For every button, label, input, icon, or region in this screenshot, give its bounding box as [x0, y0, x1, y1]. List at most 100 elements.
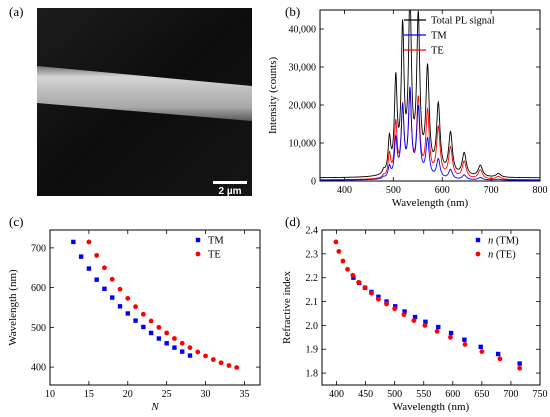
data-point-circle: [156, 324, 162, 330]
data-point-circle: [369, 290, 374, 296]
y-tick-label: 400: [31, 363, 46, 374]
x-tick-label: 35: [239, 389, 249, 400]
data-point-circle: [462, 342, 468, 347]
y-tick-label: 0: [311, 177, 316, 188]
data-point-circle: [345, 266, 350, 272]
x-tick-label: 450: [358, 389, 373, 400]
x-axis-label: Wavelength (nm): [392, 197, 469, 209]
data-point-circle: [392, 306, 398, 312]
data-point-circle: [86, 239, 92, 245]
x-tick-label: 600: [435, 185, 450, 196]
y-axis-label: Intensity (counts): [267, 57, 279, 135]
data-point-square: [462, 337, 467, 342]
data-point-circle: [164, 330, 170, 336]
data-point-circle: [172, 336, 177, 341]
data-point-square: [94, 277, 99, 282]
x-axis-label: Wavelength (nm): [393, 401, 470, 413]
data-point-square: [351, 275, 356, 280]
data-point-circle: [448, 334, 453, 340]
data-point-circle: [179, 340, 185, 346]
x-tick-label: 400: [329, 389, 344, 400]
plot-frame: [49, 229, 261, 386]
scale-bar-label: 2 µm: [219, 186, 242, 197]
wavelength-vs-n-chart: 10 15 20 25 30 35 400 500 600 700 N Wavelength (nm)…: [7, 229, 261, 413]
data-point-square: [495, 351, 501, 357]
scale-bar: [213, 181, 247, 184]
y-tick-label: 20,000: [289, 101, 317, 112]
data-point-circle: [117, 286, 123, 292]
data-point-circle: [434, 328, 440, 334]
panel-a-label: (a): [9, 4, 23, 19]
y-tick-label: 2.3: [306, 249, 319, 260]
data-point-circle: [226, 363, 232, 368]
legend-label: n (TM): [488, 236, 519, 247]
data-point-circle: [422, 322, 428, 328]
data-point-circle: [210, 357, 216, 362]
data-point-square: [164, 341, 169, 346]
data-point-circle: [187, 345, 193, 351]
panel-d: (d) 400 450 500 550 600 650 700 750 1.8 1.9 2.0 2.1…: [281, 214, 548, 413]
x-tick-label: 10: [45, 389, 55, 400]
plot-frame: [319, 9, 541, 182]
data-point-circle: [148, 318, 154, 324]
data-point-circle: [94, 253, 100, 258]
y-tick-label: 1.9: [306, 345, 319, 356]
y-tick-label: 700: [31, 243, 46, 254]
data-point-circle: [411, 318, 417, 324]
legend-label: TE: [431, 46, 444, 57]
data-point-circle: [109, 276, 115, 282]
data-point-square: [402, 309, 407, 314]
data-point-circle: [479, 349, 485, 355]
legend-label: Total PL signal: [431, 16, 495, 27]
x-tick-label: 550: [416, 389, 431, 400]
data-point-circle: [218, 360, 224, 366]
y-tick-label: 500: [31, 323, 46, 334]
y-tick-label: 40,000: [289, 25, 317, 36]
x-tick-label: 15: [84, 389, 94, 400]
nanowire: [37, 66, 252, 121]
data-point-square: [423, 319, 428, 325]
data-point-square: [117, 304, 123, 309]
spectrum-line-tm: [320, 86, 540, 181]
spectrum-line-total-pl-signal: [320, 10, 540, 179]
data-point-circle: [362, 285, 368, 291]
panel-c-label: (c): [9, 214, 23, 229]
x-tick-label: 600: [445, 389, 460, 400]
data-point-circle: [336, 249, 342, 254]
data-point-square: [133, 318, 138, 323]
data-point-circle: [133, 304, 138, 310]
panel-c: (c) 10 15 20 25 30 35 400 500 600 700 N Wavelength …: [7, 214, 261, 413]
data-point-square: [102, 286, 107, 292]
y-tick-label: 30,000: [289, 63, 317, 74]
data-point-square: [78, 254, 84, 259]
spectrum-line-te: [320, 90, 540, 181]
panel-d-label: (d): [285, 214, 300, 229]
y-tick-label: 10,000: [289, 139, 317, 150]
data-point-circle: [195, 349, 201, 355]
plot-frame: [321, 229, 541, 386]
data-point-square: [180, 349, 185, 354]
x-tick-label: 30: [201, 389, 211, 400]
x-tick-label: 650: [474, 389, 489, 400]
y-tick-label: 2.4: [306, 226, 319, 237]
x-tick-label: 700: [503, 389, 518, 400]
x-tick-label: 700: [484, 185, 499, 196]
x-tick-label: 25: [162, 389, 172, 400]
data-point-square: [393, 304, 398, 309]
data-point-circle: [384, 301, 389, 307]
data-point-square: [148, 330, 154, 336]
data-point-circle: [340, 258, 346, 264]
legend-label: TM: [431, 31, 447, 42]
data-point-square: [448, 330, 454, 336]
data-point-square: [478, 344, 483, 350]
legend-marker: [475, 251, 481, 257]
data-point-circle: [203, 353, 208, 359]
data-point-circle: [401, 312, 407, 318]
data-point-square: [86, 266, 92, 271]
data-point-square: [517, 361, 522, 366]
x-tick-label: 20: [123, 389, 133, 400]
data-point-square: [187, 353, 193, 358]
x-axis-label: N: [150, 401, 159, 413]
data-point-square: [71, 239, 76, 245]
